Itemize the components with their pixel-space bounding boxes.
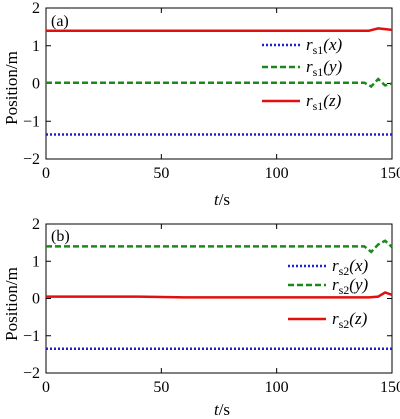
series-line-s1-z: [46, 27, 393, 32]
y-tick-label: −2: [23, 365, 40, 382]
plot-area-b: 0 50 100 150 −2 −1 0 1 2: [23, 216, 400, 396]
y-axis-label-b: Position/m: [2, 267, 21, 341]
series-line-s1-y: [46, 77, 393, 89]
x-tick-label: 100: [265, 165, 289, 182]
panel-a: Position/m 0 50 100 150 −2 −1 0 1 2 (a) t/s rs1(…: [2, 0, 400, 209]
x-tick-label: 0: [42, 379, 50, 396]
series-line-s2-y: [46, 239, 393, 254]
x-tick-label: 50: [153, 165, 169, 182]
panel-label-b: (b): [51, 228, 70, 245]
x-axis-label-var-a: t: [214, 190, 220, 209]
y-tick-label: 1: [32, 253, 40, 270]
x-tick-label: 150: [380, 379, 400, 396]
panel-b: Position/m 0 50 100 150 −2 −1 0 1 2 (b) t/s rs2(…: [2, 216, 400, 419]
x-axis-label-var-b: t: [214, 400, 220, 419]
y-tick-label: −2: [23, 151, 40, 168]
legend-a: rs1(x)rs1(y) rs1(z): [262, 35, 343, 113]
legend-entry: rs2(z): [332, 309, 368, 331]
y-tick-label: −1: [23, 328, 40, 345]
panel-label-a: (a): [51, 13, 69, 30]
x-axis-label-a: t/s: [214, 190, 230, 209]
x-axis-label-unit-b: /s: [219, 400, 230, 419]
y-tick-label: 2: [32, 216, 40, 233]
x-tick-label: 50: [153, 379, 169, 396]
y-tick-label: 0: [32, 76, 40, 93]
legend-b: rs2(x)rs2(y) rs2(z): [288, 256, 369, 331]
plot-area-a: 0 50 100 150 −2 −1 0 1 2: [23, 0, 400, 182]
x-axis-label-b: t/s: [214, 400, 230, 419]
y-tick-label: −1: [23, 113, 40, 130]
legend-entry: rs1(x): [306, 35, 343, 57]
y-axis-label-a: Position/m: [2, 51, 21, 125]
legend-entry: rs1(z): [306, 91, 342, 113]
x-tick-label: 150: [380, 165, 400, 182]
x-axis-label-unit-a: /s: [219, 190, 230, 209]
y-tick-label: 0: [32, 291, 40, 308]
x-tick-label: 100: [265, 379, 289, 396]
y-tick-label: 2: [32, 0, 40, 17]
legend-entry: rs2(x): [332, 256, 369, 278]
series-line-s2-z: [46, 291, 393, 299]
y-tick-label: 1: [32, 38, 40, 55]
legend-entry: rs1(y): [306, 57, 343, 79]
x-tick-label: 0: [42, 165, 50, 182]
legend-entry: rs2(y): [332, 275, 369, 297]
